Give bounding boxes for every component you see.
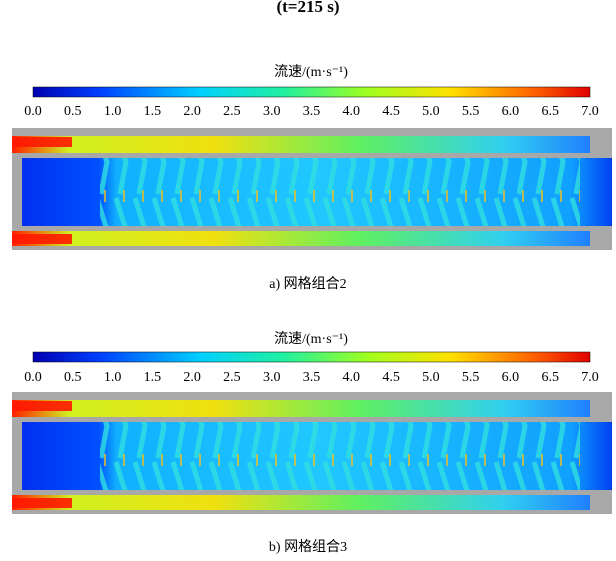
colorbar: [33, 352, 590, 362]
caption: a) 网格组合2: [269, 276, 346, 292]
colorbar-tick-label: 2.0: [183, 370, 201, 385]
colorbar-tick-label: 6.0: [502, 370, 520, 385]
panel: 流速/(m·s⁻¹) a) 网格组合2 0.0 0.5 1.0 1.5 2.0 2.5 3.…: [12, 64, 612, 292]
colorbar-tick-label: 3.5: [303, 104, 321, 119]
caption: b) 网格组合3: [269, 539, 347, 555]
colorbar-tick-label: 2.5: [223, 370, 241, 385]
velocity-contour: [12, 392, 612, 514]
colorbar-tick-label: 6.0: [502, 104, 520, 119]
colorbar-tick-label: 4.0: [343, 370, 361, 385]
colorbar-tick-label: 1.5: [144, 370, 162, 385]
colorbar-tick-label: 1.0: [104, 370, 122, 385]
colorbar-tick-label: 3.0: [263, 104, 281, 119]
colorbar-tick-label: 5.5: [462, 104, 480, 119]
velocity-contour: [12, 128, 612, 250]
colorbar-label: 流速/(m·s⁻¹): [274, 331, 348, 347]
colorbar-tick-label: 6.5: [541, 370, 559, 385]
panel: 流速/(m·s⁻¹) b) 网格组合3 0.0 0.5 1.0 1.5 2.0 2.5 3.…: [12, 331, 612, 555]
figure: (t=215 s) 流速/(m·s⁻¹) a) 网格组合2 0.0 0.5 1.0 1…: [0, 0, 616, 561]
colorbar-tick-label: 1.5: [144, 104, 162, 119]
figure-title: (t=215 s): [276, 0, 339, 16]
colorbar-tick-label: 4.5: [382, 370, 400, 385]
colorbar-tick-label: 1.0: [104, 104, 122, 119]
colorbar-label: 流速/(m·s⁻¹): [274, 64, 348, 80]
colorbar-tick-label: 5.0: [422, 370, 440, 385]
colorbar-tick-label: 4.5: [382, 104, 400, 119]
colorbar-tick-label: 5.0: [422, 104, 440, 119]
colorbar-tick-label: 0.5: [64, 370, 82, 385]
colorbar-tick-label: 5.5: [462, 370, 480, 385]
colorbar-tick-label: 0.0: [24, 104, 42, 119]
colorbar-tick-label: 7.0: [581, 370, 599, 385]
colorbar-tick-label: 0.0: [24, 370, 42, 385]
colorbar-tick-label: 4.0: [343, 104, 361, 119]
colorbar: [33, 87, 590, 97]
colorbar-tick-label: 0.5: [64, 104, 82, 119]
colorbar-tick-label: 6.5: [541, 104, 559, 119]
colorbar-tick-label: 3.5: [303, 370, 321, 385]
colorbar-tick-label: 7.0: [581, 104, 599, 119]
colorbar-tick-label: 2.0: [183, 104, 201, 119]
colorbar-tick-label: 3.0: [263, 370, 281, 385]
colorbar-tick-label: 2.5: [223, 104, 241, 119]
